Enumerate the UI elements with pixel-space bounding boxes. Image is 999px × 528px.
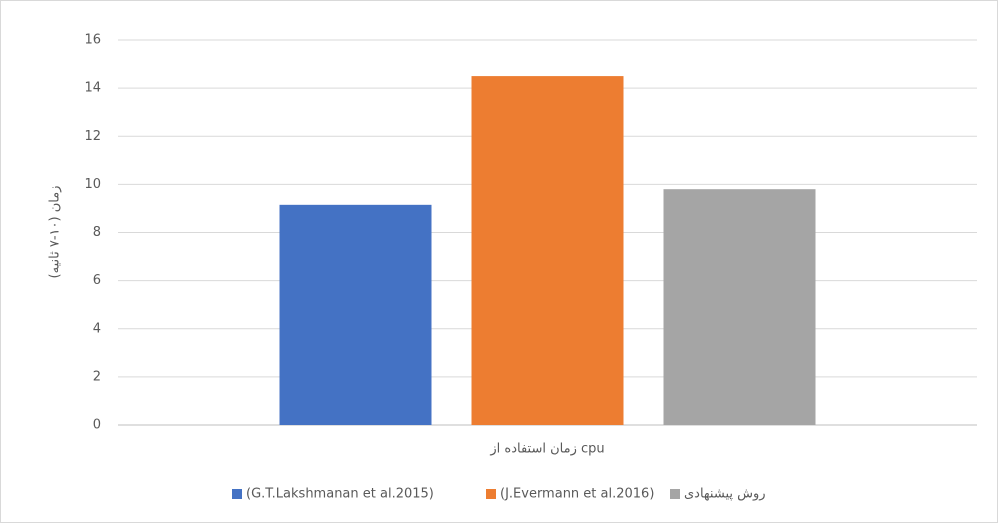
y-tick-label: 14 bbox=[84, 81, 101, 96]
y-tick-label: 12 bbox=[84, 129, 101, 144]
y-tick-label: 16 bbox=[84, 33, 101, 48]
legend-label: (G.T.Lakshmanan et al.2015) bbox=[246, 487, 434, 502]
legend-swatch bbox=[232, 489, 242, 499]
y-tick-label: 6 bbox=[93, 273, 101, 288]
y-tick-label: 0 bbox=[93, 418, 101, 433]
legend-label: (J.Evermann et al.2016) bbox=[500, 487, 654, 502]
legend-swatch bbox=[486, 489, 496, 499]
bar bbox=[279, 204, 432, 425]
y-tick-label: 4 bbox=[93, 321, 101, 336]
x-tick-label: زمان استفاده از cpu bbox=[489, 442, 604, 457]
legend-label: روش پیشنهادی bbox=[684, 487, 766, 502]
bar bbox=[663, 189, 816, 425]
y-tick-label: 8 bbox=[93, 225, 101, 240]
bar bbox=[471, 76, 624, 425]
y-tick-label: 2 bbox=[93, 369, 101, 384]
legend-swatch bbox=[670, 489, 680, 499]
y-tick-label: 10 bbox=[84, 177, 101, 192]
y-axis-label: زمان (۱۰-۷ ثانیه) bbox=[48, 186, 63, 279]
